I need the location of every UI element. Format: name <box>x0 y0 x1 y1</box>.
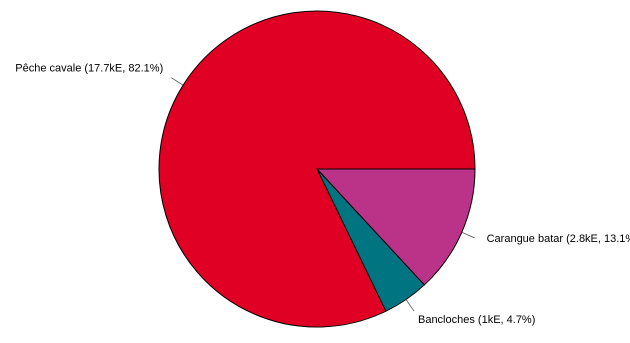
pie-slices <box>158 10 476 328</box>
slice-labels: Carangue batar (2.8kE, 13.1%) Bancloches … <box>15 63 630 326</box>
leader-line-1 <box>405 299 415 312</box>
slice-label-1: Bancloches (1kE, 4.7%) <box>418 314 535 326</box>
slice-label-0: Carangue batar (2.8kE, 13.1%) <box>487 233 630 245</box>
leader-line-2 <box>171 77 184 86</box>
pie-slice-0 <box>315 168 476 286</box>
slice-label-2: Pêche cavale (17.7kE, 82.1%) <box>15 63 163 75</box>
leader-line-0 <box>461 231 475 239</box>
leader-lines <box>171 77 475 312</box>
